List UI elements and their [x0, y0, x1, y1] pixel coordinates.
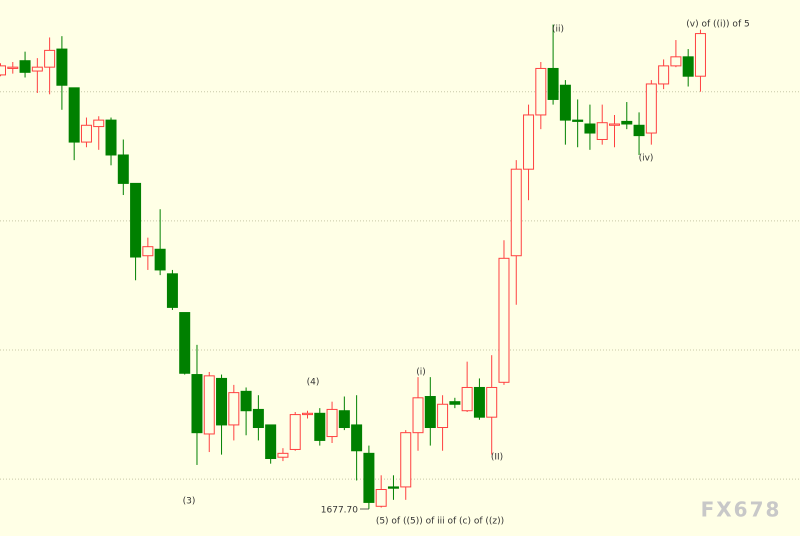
- candle-body: [179, 312, 191, 374]
- candle-body: [461, 386, 473, 412]
- candle-body: [572, 119, 584, 122]
- candle-body: [154, 248, 166, 271]
- candle-body: [142, 246, 154, 257]
- candle-body: [449, 401, 461, 405]
- candle-body: [535, 67, 547, 116]
- candle-body: [351, 424, 363, 452]
- candle-body: [265, 424, 277, 460]
- watermark: FX678: [701, 498, 782, 522]
- candle-body: [437, 403, 449, 429]
- candle-body: [302, 412, 313, 416]
- candle-body: [277, 452, 289, 458]
- candle-body: [93, 119, 105, 128]
- candle-body: [338, 410, 350, 429]
- candle-body: [19, 60, 31, 73]
- candle-body: [645, 83, 657, 134]
- annotation: (ii): [552, 25, 564, 35]
- annotation: (v) of ((i)) of 5: [686, 20, 749, 30]
- candle-body: [400, 432, 412, 488]
- candle-body: [547, 67, 559, 100]
- annotation: (II): [491, 453, 503, 463]
- candle-body: [412, 397, 424, 434]
- candle-body: [216, 377, 228, 426]
- candle-body: [387, 486, 399, 489]
- candle-body: [424, 396, 436, 429]
- candle-body: [228, 392, 240, 426]
- candle-body: [682, 56, 694, 77]
- candle-body: [203, 375, 215, 435]
- candle-body: [252, 408, 264, 429]
- candle-body: [486, 386, 498, 418]
- annotation: (5) of ((5)) of iii of (c) of ((z)): [376, 517, 504, 527]
- candle-body: [609, 123, 620, 126]
- candle-body: [31, 66, 43, 72]
- candle-body: [658, 65, 670, 85]
- candle-body: [191, 374, 203, 434]
- annotation: (4): [307, 378, 320, 388]
- candle-body: [314, 412, 326, 441]
- candle-body: [523, 114, 535, 170]
- candle-body: [596, 122, 608, 140]
- candle-body: [166, 273, 178, 308]
- candle-body: [105, 119, 117, 156]
- candle-body: [240, 390, 252, 412]
- candle-body: [363, 452, 375, 503]
- candle-body: [621, 120, 633, 125]
- candle-body: [584, 123, 596, 134]
- candle-body: [510, 168, 522, 257]
- candle-body: [130, 182, 142, 258]
- candle-body: [633, 124, 645, 137]
- candle-body: [80, 124, 92, 143]
- candle-body: [56, 48, 68, 86]
- annotation: (iv): [639, 154, 654, 164]
- annotation: 1677.70: [321, 506, 358, 516]
- candle-body: [0, 65, 6, 76]
- candle-body: [670, 56, 682, 67]
- candle-body: [498, 257, 510, 383]
- candle-body: [289, 414, 301, 450]
- candle-body: [326, 408, 338, 438]
- candle-body: [375, 489, 387, 507]
- candle-body: [7, 66, 19, 69]
- candle-body: [473, 386, 485, 418]
- candle-body: [559, 84, 571, 121]
- candle-body: [44, 49, 56, 68]
- candle-body: [694, 33, 706, 77]
- candle-body: [117, 154, 129, 184]
- annotation: (3): [183, 497, 196, 507]
- candle-body: [68, 87, 80, 143]
- annotation: (i): [416, 368, 426, 378]
